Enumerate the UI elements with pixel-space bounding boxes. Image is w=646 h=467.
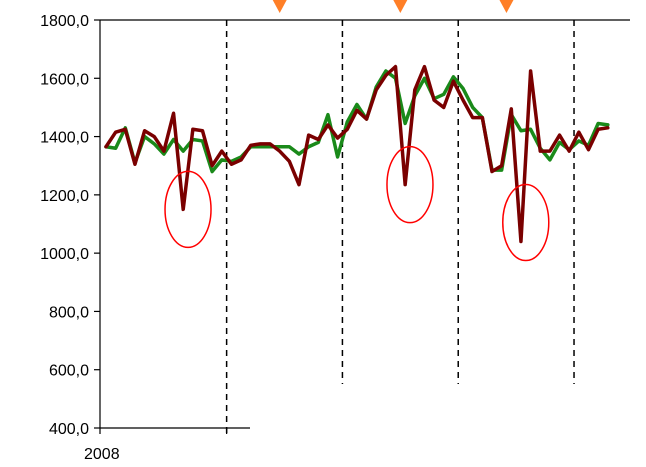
series-line-1 (104, 64, 610, 244)
y-tick-label: 800,0 (49, 304, 89, 321)
y-tick-label: 1800,0 (40, 13, 89, 30)
y-tick-label: 1000,0 (40, 246, 89, 263)
marker-triangle-1 (272, 0, 287, 13)
y-tick-label: 400,0 (49, 421, 89, 438)
x-axis-ticks: 2008 (84, 428, 228, 463)
marker-triangle-3 (499, 0, 514, 13)
x-tick-label: 2008 (84, 446, 120, 463)
y-tick-label: 1200,0 (40, 188, 89, 205)
y-axis-ticks: 400,0 600,0 800,0 1000,0 1200,0 1400,0 1600,0 1… (40, 13, 100, 438)
top-markers (272, 0, 514, 13)
series-lines (104, 64, 610, 244)
y-tick-label: 1400,0 (40, 130, 89, 147)
highlight-circle-3 (502, 183, 550, 262)
highlight-circle-1 (164, 170, 212, 249)
axes (99, 19, 630, 429)
highlight-circles (164, 145, 550, 262)
y-tick-label: 600,0 (49, 363, 89, 380)
marker-triangle-2 (393, 0, 408, 13)
highlight-circle-2 (386, 145, 434, 224)
y-tick-label: 1600,0 (40, 71, 89, 88)
